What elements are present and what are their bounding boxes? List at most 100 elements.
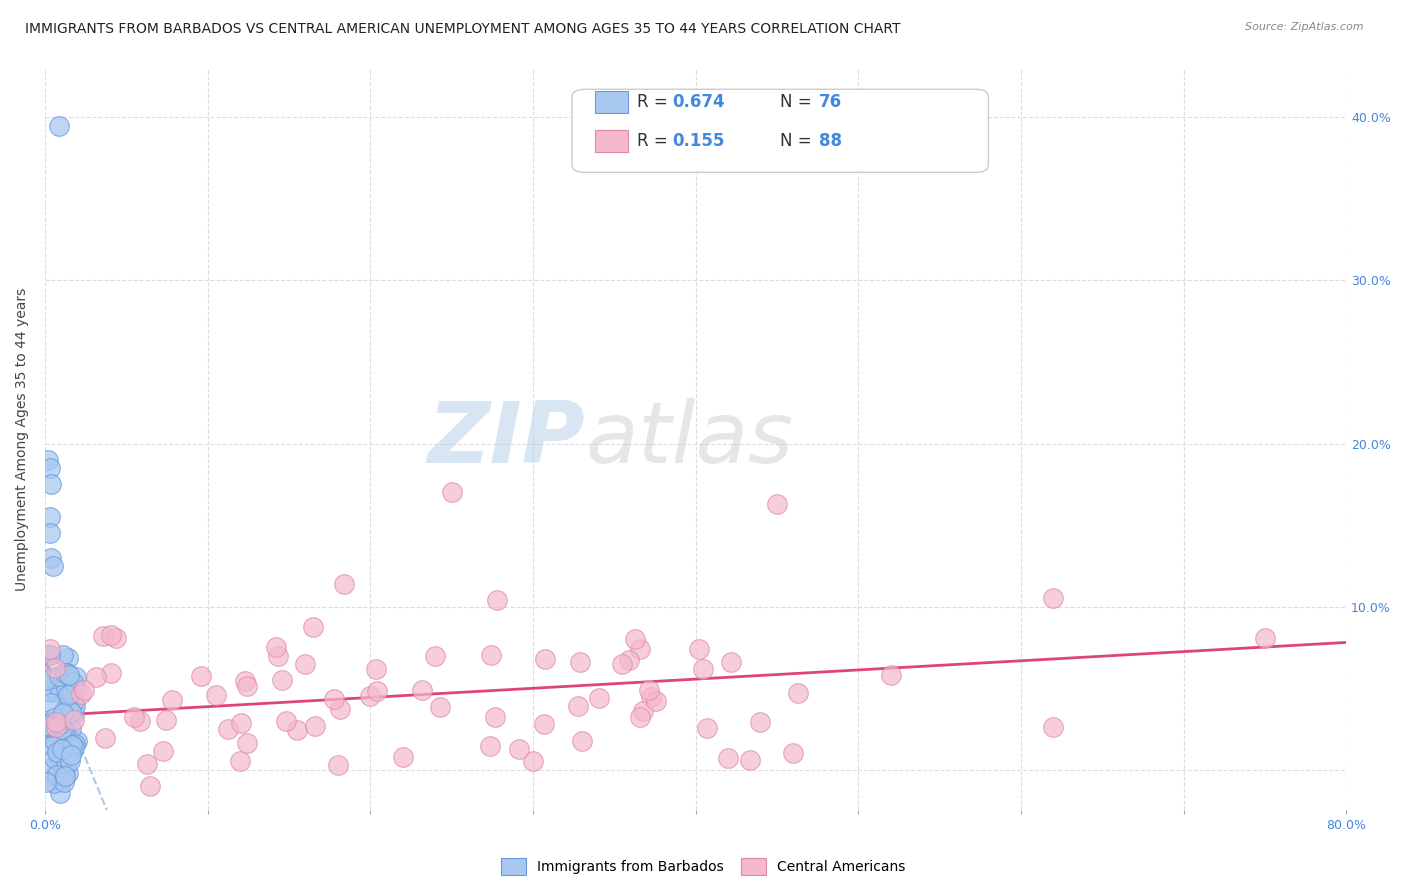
Point <box>522 755 544 769</box>
Point <box>60 686 83 700</box>
Text: atlas: atlas <box>585 398 793 481</box>
Point <box>782 747 804 761</box>
Point <box>35 762 58 776</box>
Point <box>44 711 66 725</box>
Point <box>486 593 509 607</box>
Point <box>60 738 83 752</box>
Point <box>294 657 316 671</box>
Point <box>128 714 150 728</box>
Point <box>38 641 60 656</box>
Point <box>63 714 86 728</box>
Point <box>429 699 451 714</box>
Point <box>72 682 94 697</box>
Point <box>93 731 115 745</box>
Point <box>624 632 647 646</box>
Point <box>740 753 762 767</box>
Point <box>46 749 69 764</box>
Point <box>56 698 79 713</box>
Point <box>41 685 63 699</box>
Point <box>630 710 652 724</box>
Point <box>100 665 122 680</box>
Text: N =: N = <box>780 132 817 150</box>
Point <box>236 679 259 693</box>
Point <box>91 629 114 643</box>
Text: R =: R = <box>637 93 673 111</box>
Point <box>49 774 72 789</box>
Point <box>37 453 59 467</box>
Point <box>52 768 75 782</box>
Point <box>52 750 75 764</box>
Point <box>633 704 655 718</box>
Legend: Immigrants from Barbados, Central Americans: Immigrants from Barbados, Central Americ… <box>495 853 911 880</box>
Point <box>51 727 73 741</box>
Point <box>48 680 70 694</box>
Point <box>62 694 84 708</box>
Point <box>49 717 72 731</box>
Point <box>688 642 710 657</box>
Point <box>63 740 86 755</box>
Point <box>366 684 388 698</box>
Point <box>333 577 356 591</box>
Point <box>766 497 789 511</box>
Text: 88: 88 <box>820 132 842 150</box>
Point <box>571 734 593 748</box>
Point <box>51 722 73 736</box>
Point <box>65 681 87 696</box>
Point <box>440 485 463 500</box>
Point <box>63 706 86 721</box>
Point <box>55 758 77 772</box>
Point <box>37 684 59 698</box>
Point <box>44 661 66 675</box>
Point <box>100 628 122 642</box>
Point <box>45 720 67 734</box>
FancyBboxPatch shape <box>595 130 628 153</box>
Point <box>52 774 75 789</box>
Point <box>1042 720 1064 734</box>
Point <box>481 648 503 662</box>
Point <box>612 657 634 671</box>
Point <box>45 715 67 730</box>
Point <box>1254 632 1277 646</box>
Point <box>617 653 640 667</box>
Point <box>638 682 661 697</box>
Point <box>644 694 666 708</box>
Point <box>49 760 72 774</box>
Point <box>267 648 290 663</box>
Point <box>63 737 86 751</box>
Point <box>190 669 212 683</box>
Text: 0.674: 0.674 <box>672 93 725 111</box>
Point <box>51 742 73 756</box>
Point <box>411 683 433 698</box>
Point <box>696 721 718 735</box>
Point <box>42 770 65 784</box>
Text: 76: 76 <box>820 93 842 111</box>
Point <box>38 509 60 524</box>
Point <box>748 715 770 730</box>
Text: R =: R = <box>637 132 673 150</box>
Point <box>53 701 76 715</box>
Point <box>588 691 610 706</box>
Point <box>59 747 82 762</box>
Point <box>41 477 63 491</box>
Point <box>152 743 174 757</box>
FancyBboxPatch shape <box>572 89 988 172</box>
Point <box>205 688 228 702</box>
Point <box>84 671 107 685</box>
Point <box>692 662 714 676</box>
Point <box>39 715 62 730</box>
Point <box>41 550 63 565</box>
Point <box>59 722 82 736</box>
Point <box>155 713 177 727</box>
Point <box>55 666 77 681</box>
Point <box>58 667 80 681</box>
Point <box>285 723 308 738</box>
Point <box>122 709 145 723</box>
Point <box>44 735 66 749</box>
Point <box>48 668 70 682</box>
Point <box>301 620 323 634</box>
Point <box>720 656 742 670</box>
Point <box>264 640 287 654</box>
Point <box>35 718 58 732</box>
Point <box>66 734 89 748</box>
Point <box>392 749 415 764</box>
